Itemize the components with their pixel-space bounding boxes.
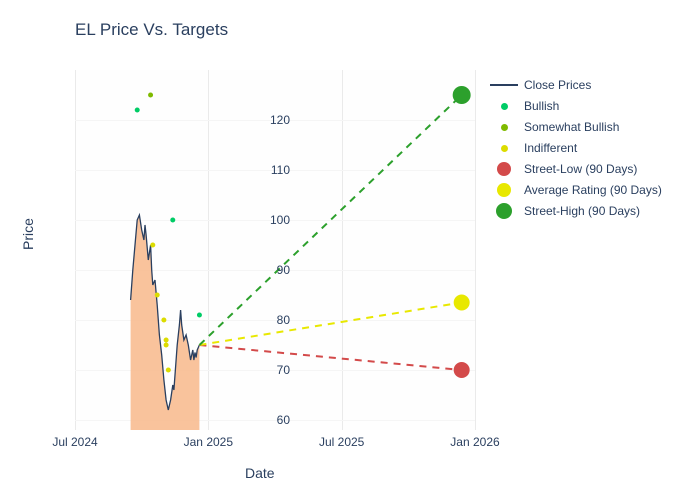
legend-item[interactable]: Street-High (90 Days) — [490, 201, 662, 221]
indifferent-point — [155, 293, 160, 298]
y-tick-label: 80 — [260, 313, 290, 327]
target-marker-high — [453, 86, 471, 104]
somewhat-bullish-point — [148, 93, 153, 98]
y-tick-label: 70 — [260, 363, 290, 377]
x-tick-label: Jul 2024 — [52, 435, 97, 449]
x-tick-label: Jul 2025 — [319, 435, 364, 449]
legend-dot-swatch — [497, 183, 511, 197]
legend-item[interactable]: Somewhat Bullish — [490, 117, 662, 137]
legend-line-swatch — [490, 84, 518, 86]
chart-title: EL Price Vs. Targets — [75, 20, 228, 40]
legend-item[interactable]: Bullish — [490, 96, 662, 116]
legend-item[interactable]: Close Prices — [490, 75, 662, 95]
legend-dot-swatch — [497, 162, 511, 176]
indifferent-point — [164, 343, 169, 348]
target-marker-avg — [454, 295, 470, 311]
target-marker-low — [454, 362, 470, 378]
x-tick-label: Jan 2025 — [184, 435, 233, 449]
bullish-point — [170, 218, 175, 223]
indifferent-point — [161, 318, 166, 323]
y-tick-label: 60 — [260, 413, 290, 427]
bullish-point — [135, 108, 140, 113]
legend-item[interactable]: Indifferent — [490, 138, 662, 158]
legend-dot-swatch — [501, 103, 508, 110]
legend-dot-swatch — [501, 124, 508, 131]
y-tick-label: 110 — [260, 163, 290, 177]
legend: Close Prices Bullish Somewhat Bullish Indif… — [490, 75, 662, 222]
legend-dot-swatch — [501, 145, 508, 152]
legend-label: Street-Low (90 Days) — [524, 162, 637, 176]
legend-item[interactable]: Average Rating (90 Days) — [490, 180, 662, 200]
legend-label: Bullish — [524, 99, 559, 113]
y-tick-label: 120 — [260, 113, 290, 127]
x-axis-label: Date — [245, 465, 275, 481]
target-line-high — [199, 95, 461, 345]
x-tick-label: Jan 2026 — [450, 435, 499, 449]
grid-line-vertical — [475, 70, 476, 430]
legend-label: Close Prices — [524, 78, 591, 92]
y-tick-label: 90 — [260, 263, 290, 277]
legend-label: Street-High (90 Days) — [524, 204, 640, 218]
target-line-low — [199, 345, 461, 370]
legend-label: Somewhat Bullish — [524, 120, 619, 134]
price-fill — [131, 215, 200, 430]
legend-item[interactable]: Street-Low (90 Days) — [490, 159, 662, 179]
y-axis-label: Price — [20, 218, 36, 250]
indifferent-point — [166, 368, 171, 373]
legend-label: Average Rating (90 Days) — [524, 183, 662, 197]
legend-dot-swatch — [496, 203, 512, 219]
indifferent-point — [164, 338, 169, 343]
legend-label: Indifferent — [524, 141, 577, 155]
y-tick-label: 100 — [260, 213, 290, 227]
bullish-point — [197, 313, 202, 318]
indifferent-point — [150, 243, 155, 248]
